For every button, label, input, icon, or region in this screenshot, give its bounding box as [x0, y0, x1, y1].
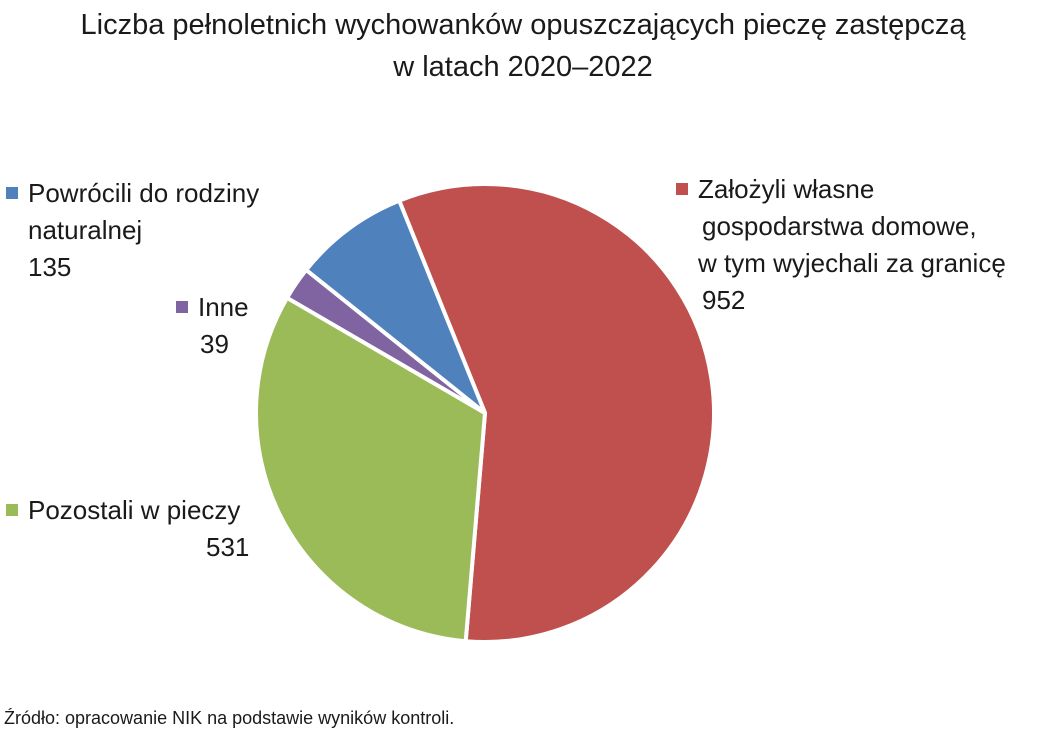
slice-value-other: 39 [200, 329, 229, 359]
slice-label-remained: Pozostali w pieczy 531 [6, 492, 249, 566]
slice-label-other: Inne 39 [176, 289, 249, 363]
pie-slice-family [304, 198, 487, 415]
households-swatch [676, 183, 688, 195]
other-swatch [176, 301, 188, 313]
slice-label-family: Powrócili do rodziny naturalnej 135 [6, 175, 259, 286]
remained-swatch [6, 504, 18, 516]
slice-value-households: 952 [702, 285, 746, 315]
slice-label-households-line-2: gospodarstwa domowe, [702, 211, 977, 241]
slice-value-family: 135 [28, 252, 72, 282]
pie-slice-remained [254, 295, 487, 644]
pie-slice-households [397, 182, 716, 644]
family-swatch [6, 187, 18, 199]
slice-label-households: Założyli własne gospodarstwa domowe, w t… [676, 171, 1006, 319]
pie-slices [254, 182, 716, 644]
source-note: Źródło: opracowanie NIK na podstawie wyn… [4, 708, 455, 728]
chart-title-line-1: Liczba pełnoletnich wychowanków opuszcza… [80, 9, 966, 41]
slice-label-remained-line-1: Pozostali w pieczy [6, 492, 249, 529]
slice-label-family-line-2: naturalnej [28, 215, 143, 245]
slice-value-remained: 531 [206, 532, 250, 562]
slice-label-households-line-3: w tym wyjechali za granicę [698, 248, 1006, 278]
slice-label-households-line-1: Założyli własne [676, 171, 1006, 208]
chart-title: Liczba pełnoletnich wychowanków opuszcza… [0, 4, 1046, 88]
slice-label-family-line-1: Powrócili do rodziny [6, 175, 259, 212]
chart-title-line-2: w latach 2020–2022 [393, 51, 653, 83]
slice-label-other-line-1: Inne [176, 289, 249, 326]
